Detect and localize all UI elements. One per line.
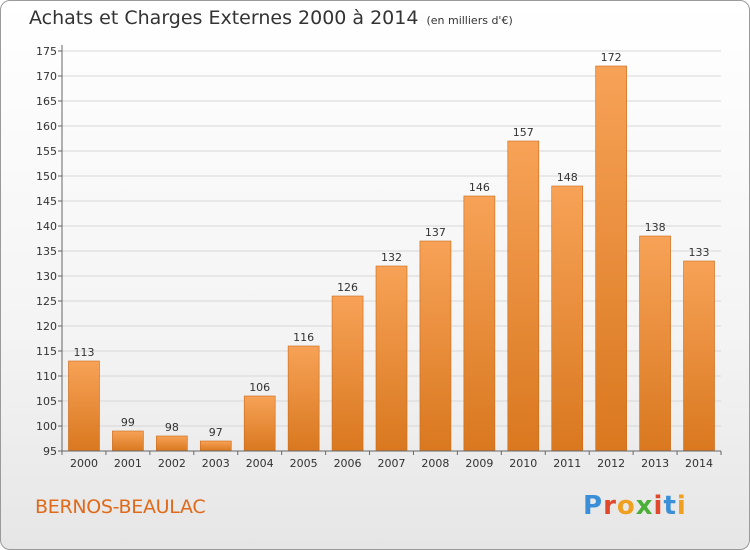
y-tick-label: 125 [36, 295, 57, 308]
y-tick-label: 160 [36, 120, 57, 133]
bar [375, 265, 408, 452]
data-label: 99 [121, 416, 135, 429]
y-tick-label: 110 [36, 370, 57, 383]
bar [419, 240, 452, 452]
y-axis: 95 100 105 110 115 120 125 130 135 140 145 150 155 16… [36, 45, 63, 458]
y-tick-label: 105 [36, 395, 57, 408]
x-tick-label: 2012 [597, 457, 625, 470]
data-label: 137 [425, 226, 446, 239]
x-tick-label: 2001 [114, 457, 142, 470]
bar [112, 430, 144, 452]
bar [243, 395, 276, 452]
data-label: 157 [513, 126, 534, 139]
bars [68, 65, 715, 452]
x-tick-label: 2014 [685, 457, 713, 470]
y-tick-label: 130 [36, 270, 57, 283]
data-label: 113 [73, 346, 94, 359]
x-tick-label: 2013 [641, 457, 669, 470]
bar [68, 360, 100, 452]
x-tick-label: 2011 [553, 457, 581, 470]
y-tick-label: 150 [36, 170, 57, 183]
y-tick-label: 140 [36, 220, 57, 233]
bar [683, 260, 715, 452]
bar [331, 295, 364, 452]
x-tick-label: 2009 [465, 457, 493, 470]
data-label: 97 [209, 426, 223, 439]
data-label: 106 [249, 381, 270, 394]
proxiti-logo: Proxiti [583, 491, 687, 521]
logo-letter: i [653, 491, 664, 521]
y-tick-label: 95 [43, 445, 57, 458]
data-label: 116 [293, 331, 314, 344]
y-tick-label: 170 [36, 70, 57, 83]
x-tick-label: 2004 [246, 457, 274, 470]
logo-letter: r [603, 491, 617, 521]
y-tick-label: 175 [36, 45, 57, 58]
data-label: 138 [645, 221, 666, 234]
bar [595, 65, 627, 452]
logo-letter: x [635, 491, 654, 521]
x-tick-label: 2000 [70, 457, 98, 470]
location-name: BERNOS-BEAULAC [35, 496, 206, 518]
x-tick-label: 2005 [290, 457, 318, 470]
x-tick-label: 2002 [158, 457, 186, 470]
data-label: 148 [557, 171, 578, 184]
bar [507, 140, 540, 452]
y-tick-label: 115 [36, 345, 57, 358]
data-labels: 113 99 98 97 106 116 126 132 137 146 157 148 172 138 1… [73, 51, 709, 439]
x-tick-label: 2006 [334, 457, 362, 470]
x-tick-label: 2003 [202, 457, 230, 470]
data-label: 132 [381, 251, 402, 264]
bar [463, 195, 496, 452]
y-tick-label: 135 [36, 245, 57, 258]
logo-letter: o [616, 491, 636, 521]
data-label: 98 [165, 421, 179, 434]
x-tick-label: 2010 [509, 457, 537, 470]
y-tick-label: 145 [36, 195, 57, 208]
logo-letter: t [663, 491, 677, 521]
logo-letter: P [583, 491, 604, 521]
x-tick-label: 2007 [378, 457, 406, 470]
x-tick-label: 2008 [421, 457, 449, 470]
bar [199, 440, 232, 452]
bar [287, 345, 320, 452]
chart-subtitle: (en milliers d'€) [426, 14, 513, 27]
chart-title: Achats et Charges Externes 2000 à 2014 (e… [29, 7, 513, 29]
y-tick-label: 155 [36, 145, 57, 158]
logo-letter: i [676, 491, 687, 521]
bar [156, 435, 188, 452]
chart-title-text: Achats et Charges Externes 2000 à 2014 [29, 7, 419, 29]
data-label: 146 [469, 181, 490, 194]
data-label: 172 [601, 51, 622, 64]
bar [639, 235, 671, 452]
y-tick-label: 120 [36, 320, 57, 333]
data-label: 126 [337, 281, 358, 294]
bar [551, 185, 584, 452]
y-tick-label: 165 [36, 95, 57, 108]
data-label: 133 [689, 246, 710, 259]
y-tick-label: 100 [36, 420, 57, 433]
x-axis: 2000 2001 2002 2003 2004 2005 2006 2007 2008 2009… [61, 450, 722, 470]
